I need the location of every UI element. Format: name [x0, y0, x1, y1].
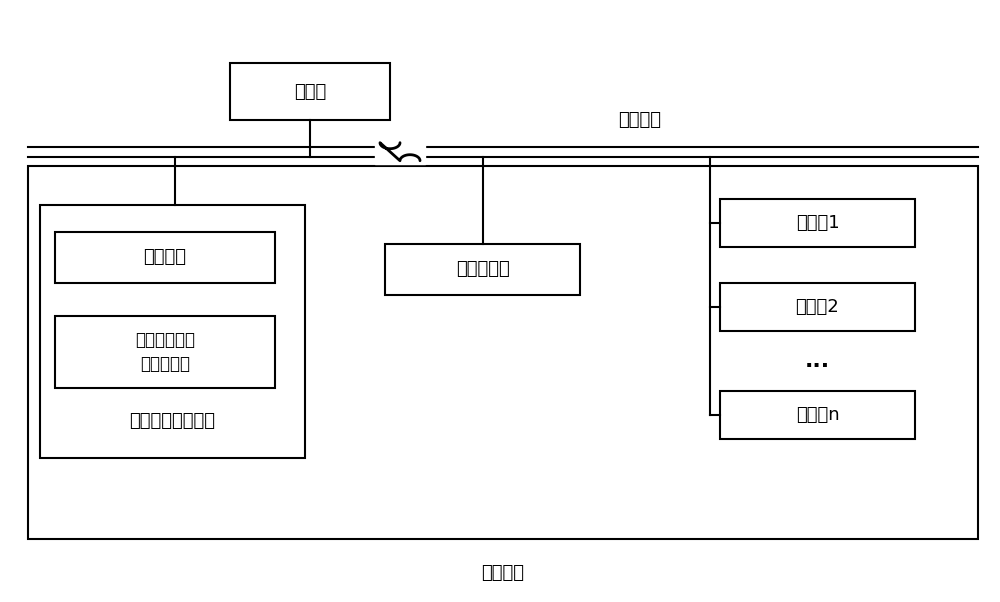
Bar — [720, 199, 915, 247]
Bar — [720, 283, 915, 331]
Text: 处理器: 处理器 — [294, 83, 326, 101]
Bar — [385, 244, 580, 295]
Bar — [230, 63, 390, 120]
Bar — [55, 316, 275, 388]
Text: 系统总线: 系统总线 — [618, 111, 662, 129]
Bar — [55, 232, 275, 283]
Text: 自适应车辆动
态控制装置: 自适应车辆动 态控制装置 — [135, 331, 195, 373]
Bar — [720, 391, 915, 439]
Text: 传感器1: 传感器1 — [796, 214, 839, 232]
Bar — [28, 166, 978, 539]
Text: 传感器n: 传感器n — [796, 406, 839, 424]
Text: 内部存储器: 内部存储器 — [456, 261, 509, 278]
Text: 传感器2: 传感器2 — [796, 298, 839, 316]
Text: 非易失性存储介质: 非易失性存储介质 — [130, 412, 216, 430]
Text: ...: ... — [805, 351, 830, 371]
Text: 操作系统: 操作系统 — [144, 249, 186, 266]
Text: 电子装置: 电子装置 — [482, 564, 524, 582]
Bar — [40, 205, 305, 458]
